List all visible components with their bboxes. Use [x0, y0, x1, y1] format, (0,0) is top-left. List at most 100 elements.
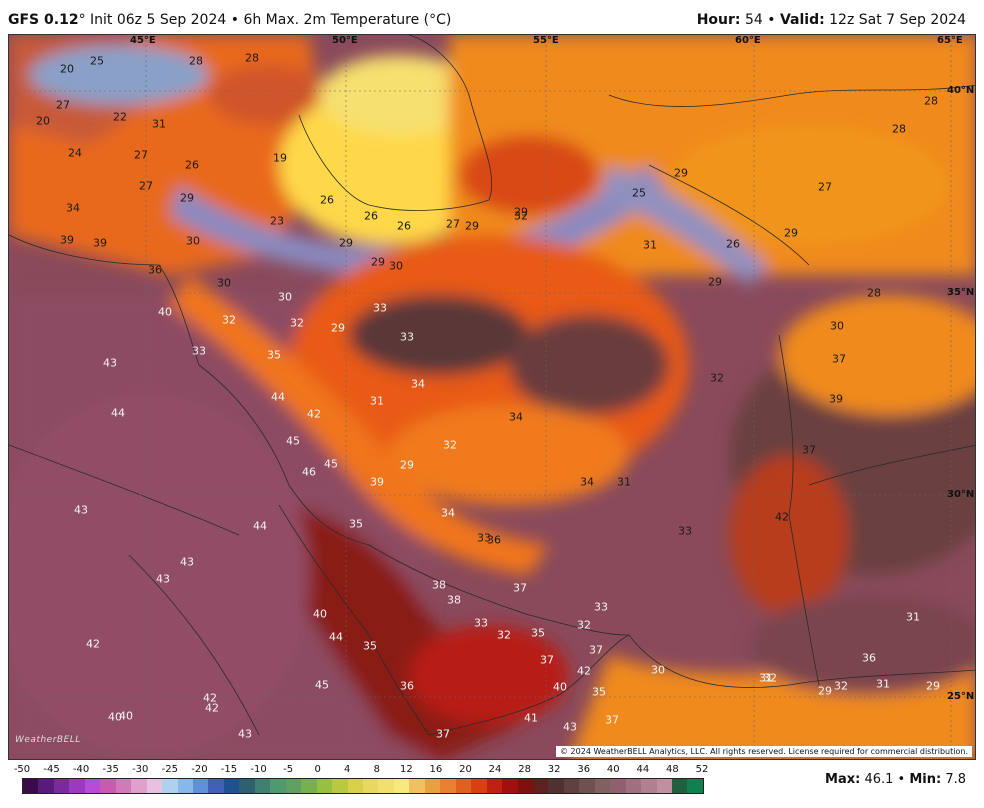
- temperature-value-label: 36: [487, 533, 501, 547]
- colorbar-tick-label: -30: [132, 764, 149, 775]
- temperature-value-label: 32: [577, 618, 591, 632]
- colorbar-swatch: [641, 779, 657, 793]
- temperature-value-label: 37: [513, 581, 527, 595]
- temperature-value-label: 43: [74, 503, 88, 517]
- temperature-value-label: 25: [632, 186, 646, 200]
- temperature-value-label: 45: [324, 457, 338, 471]
- colorbar-swatch: [409, 779, 425, 793]
- temperature-value-label: 27: [446, 217, 460, 231]
- temperature-value-label: 44: [253, 519, 267, 533]
- map-header: GFS 0.12° Init 06z 5 Sep 2024 • 6h Max. …: [0, 0, 984, 34]
- colorbar-swatch: [579, 779, 595, 793]
- colorbar-tick-label: 4: [344, 764, 351, 775]
- temperature-value-label: 36: [400, 679, 414, 693]
- temperature-value-label: 32: [497, 628, 511, 642]
- temperature-value-label: 39: [93, 236, 107, 250]
- temperature-value-label: 31: [876, 677, 890, 691]
- lon-label-55e: 55°E: [533, 35, 559, 46]
- temperature-value-label: 27: [134, 148, 148, 162]
- temperature-value-label: 42: [775, 510, 789, 524]
- colorbar-swatch: [316, 779, 333, 793]
- max-label: Max:: [825, 772, 861, 787]
- temperature-value-label: 33: [678, 524, 692, 538]
- temperature-value-label: 40: [119, 709, 133, 723]
- temperature-value-label: 28: [867, 286, 881, 300]
- temperature-value-label: 30: [830, 319, 844, 333]
- temperature-value-label: 35: [363, 639, 377, 653]
- colorbar-tick-label: -50: [13, 764, 31, 775]
- hour-label: Hour:: [696, 12, 741, 28]
- colorbar-tick-label: 20: [459, 764, 472, 775]
- colorbar-tick-label: 0: [314, 764, 321, 775]
- max-value: 46.1 •: [860, 772, 910, 787]
- temperature-value-label: 43: [156, 572, 170, 586]
- lat-label-25n: 25°N: [947, 691, 975, 702]
- colorbar-swatch: [285, 779, 302, 793]
- temperature-value-label: 32: [514, 209, 528, 223]
- temperature-value-label: 43: [180, 555, 194, 569]
- colorbar-swatch: [53, 779, 70, 793]
- temperature-value-label: 33: [477, 531, 491, 545]
- valid-value: 12z Sat 7 Sep 2024: [824, 12, 966, 28]
- colorbar-tick-label: 12: [399, 764, 413, 775]
- temperature-value-label: 29: [331, 321, 345, 335]
- temperature-value-label: 42: [577, 664, 591, 678]
- temperature-value-label: 31: [617, 475, 631, 489]
- colorbar-swatch: [208, 779, 224, 793]
- temperature-value-label: 33: [474, 616, 488, 630]
- colorbar-swatch: [362, 779, 379, 793]
- colorbar-swatch: [69, 779, 85, 793]
- colorbar: [22, 778, 704, 794]
- colorbar-swatch: [687, 779, 703, 793]
- temperature-value-label: 41: [524, 711, 538, 725]
- colorbar-swatch: [486, 779, 503, 793]
- colorbar-tick-label: 36: [577, 764, 591, 775]
- temperature-value-label: 42: [203, 691, 217, 705]
- colorbar-swatch: [115, 779, 132, 793]
- colorbar-tick-label: -25: [161, 764, 178, 775]
- colorbar-tick-label: -45: [43, 764, 60, 775]
- colorbar-swatch: [162, 779, 178, 793]
- temperature-value-label: 29: [465, 219, 479, 233]
- colorbar-swatch: [393, 779, 410, 793]
- temperature-value-label: 33: [373, 301, 387, 315]
- temperature-value-label: 28: [892, 122, 906, 136]
- colorbar-swatch: [594, 779, 611, 793]
- colorbar-tick-label: 8: [373, 764, 380, 775]
- temperature-value-label: 37: [802, 443, 816, 457]
- temperature-value-label: 27: [818, 180, 832, 194]
- temperature-value-label: 26: [726, 237, 740, 251]
- colorbar-swatch: [455, 779, 472, 793]
- init-text: Init 06z 5 Sep 2024 • 6h Max. 2m Tempera…: [85, 12, 452, 28]
- temperature-value-label: 32: [222, 313, 236, 327]
- temperature-value-label: 37: [540, 653, 554, 667]
- temperature-value-label: 31: [370, 394, 384, 408]
- temperature-value-label: 38: [432, 578, 446, 592]
- colorbar-swatch: [100, 779, 116, 793]
- temperature-value-label: 35: [592, 685, 606, 699]
- colorbar-tick-label: 32: [547, 764, 561, 775]
- temperature-value-label: 32: [710, 371, 724, 385]
- temperature-value-label: 31: [643, 238, 657, 252]
- temperature-map[interactable]: 45°E 50°E 55°E 60°E 65°E 40°N 35°N 30°N …: [8, 34, 976, 760]
- map-canvas: [9, 35, 975, 759]
- lat-label-30n: 30°N: [947, 489, 975, 500]
- temperature-value-label: 37: [436, 727, 450, 741]
- temperature-value-label: 26: [185, 158, 199, 172]
- temperature-value-label: 29: [339, 236, 353, 250]
- colorbar-tick-label: 44: [636, 764, 650, 775]
- temperature-value-label: 43: [103, 356, 117, 370]
- colorbar-swatch: [301, 779, 317, 793]
- temperature-value-label: 29: [784, 226, 798, 240]
- lon-label-65e: 65°E: [937, 35, 963, 46]
- temperature-value-label: 29: [926, 679, 940, 693]
- colorbar-tick-label: 24: [488, 764, 502, 775]
- degree-symbol: °: [78, 12, 86, 28]
- min-value: 7.8: [941, 772, 966, 787]
- weatherbell-logo: WeatherBELL: [15, 735, 81, 745]
- colorbar-swatch: [347, 779, 363, 793]
- colorbar-swatch: [672, 779, 688, 793]
- colorbar-swatch: [625, 779, 642, 793]
- colorbar-tick-label: -15: [220, 764, 238, 775]
- temperature-value-label: 44: [111, 406, 125, 420]
